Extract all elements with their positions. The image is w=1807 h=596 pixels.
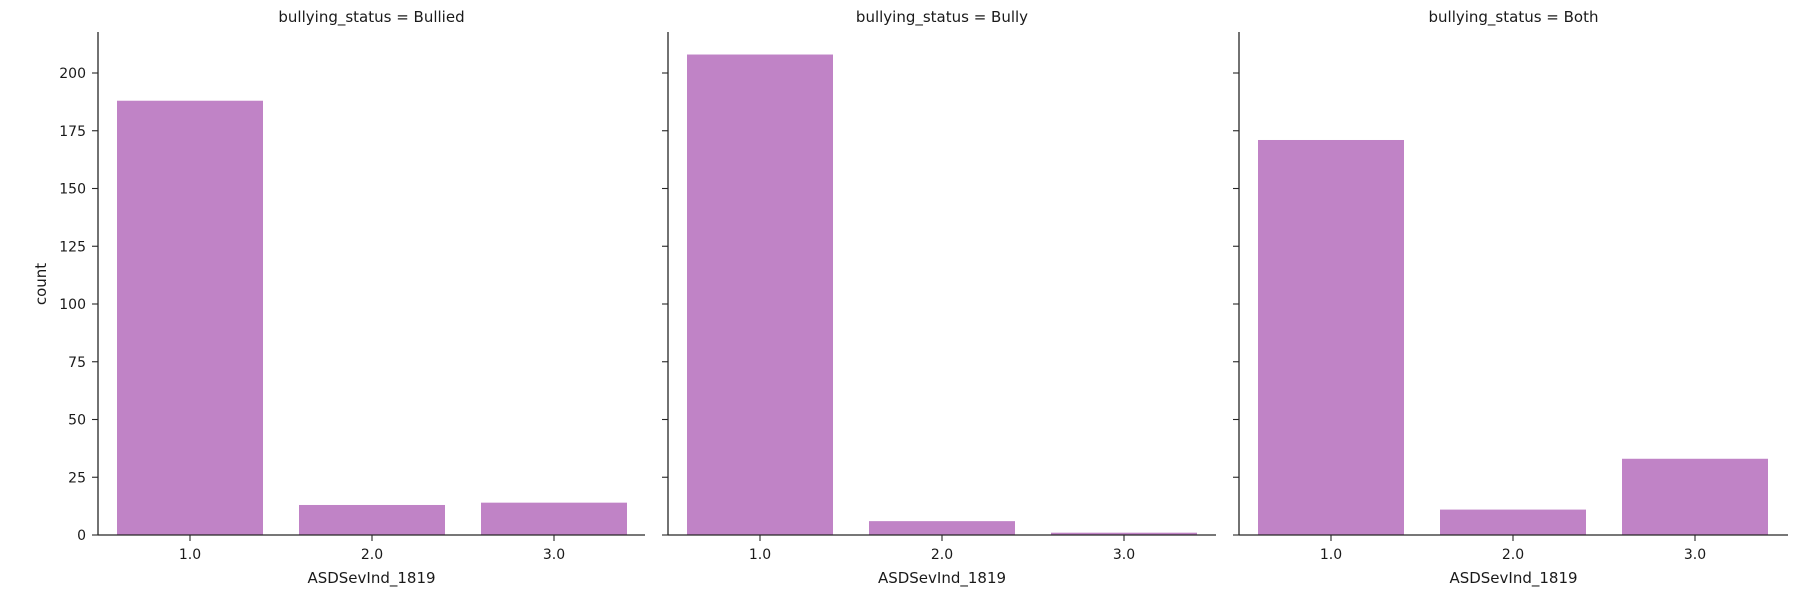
panel-2-bar-3.0 (1051, 532, 1197, 535)
panel-1-y-axis-label: count (32, 263, 50, 305)
panel-2-x-axis-label: ASDSevInd_1819 (878, 569, 1006, 588)
panel-1-y-tick-label-25: 25 (68, 470, 86, 486)
panel-3-x-tick-label-3.0: 3.0 (1684, 547, 1706, 563)
panel-2-title: bullying_status = Bully (856, 8, 1028, 27)
panel-3-x-tick-label-2.0: 2.0 (1502, 547, 1524, 563)
panel-1-title: bullying_status = Bullied (278, 8, 464, 27)
panel-1-bar-1.0 (117, 100, 263, 535)
panel-2-x-tick-label-3.0: 3.0 (1113, 547, 1135, 563)
panel-2-bar-2.0 (869, 521, 1015, 535)
panel-3-x-tick-label-1.0: 1.0 (1320, 547, 1342, 563)
panel-1-bar-3.0 (481, 502, 627, 535)
panel-3-title: bullying_status = Both (1429, 8, 1599, 27)
panel-1-y-tick-label-50: 50 (68, 413, 86, 429)
panel-1-y-tick-label-150: 150 (59, 182, 86, 198)
panel-1-y-tick-label-125: 125 (59, 239, 86, 255)
panel-1-x-tick-label-3.0: 3.0 (543, 547, 565, 563)
panel-3-bar-3.0 (1622, 458, 1768, 535)
panel-3-bar-1.0 (1258, 139, 1404, 536)
panel-3-bar-2.0 (1440, 509, 1586, 535)
panel-2-x-tick-label-1.0: 1.0 (749, 547, 771, 563)
panel-1-y-tick-label-175: 175 (59, 124, 86, 140)
panel-1-bar-2.0 (299, 504, 445, 535)
panel-2-x-tick-label-2.0: 2.0 (931, 547, 953, 563)
panel-1-x-tick-label-1.0: 1.0 (179, 547, 201, 563)
panel-1-y-tick-label-75: 75 (68, 355, 86, 371)
panel-1-x-axis-label: ASDSevInd_1819 (307, 569, 435, 588)
panel-1-x-tick-label-2.0: 2.0 (361, 547, 383, 563)
panel-1-y-tick-label-0: 0 (77, 528, 86, 544)
panel-1-y-tick-label-100: 100 (59, 297, 86, 313)
panel-2-bar-1.0 (687, 54, 833, 536)
panel-1-y-tick-label-200: 200 (59, 66, 86, 82)
panel-3-x-axis-label: ASDSevInd_1819 (1449, 569, 1577, 588)
